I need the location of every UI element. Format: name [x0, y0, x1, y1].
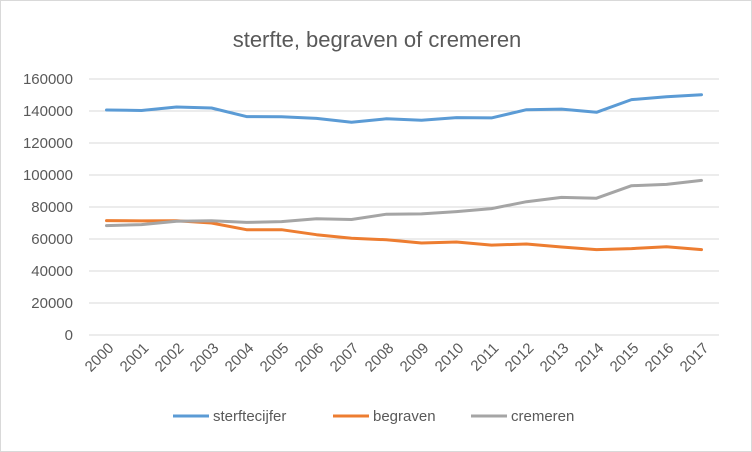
- x-tick-label: 2017: [677, 340, 713, 376]
- y-tick-label: 20000: [31, 295, 73, 312]
- x-tick-label: 2009: [397, 340, 433, 376]
- x-tick-label: 2003: [187, 340, 223, 376]
- x-tick-label: 2015: [607, 340, 643, 376]
- legend-label: cremeren: [511, 408, 574, 425]
- legend: sterftecijfer begraven cremeren: [173, 408, 574, 425]
- series-line-begraven: [105, 219, 703, 252]
- y-tick-label: 140000: [23, 103, 73, 120]
- y-tick-label: 160000: [23, 71, 73, 88]
- legend-label: sterftecijfer: [213, 408, 286, 425]
- x-tick-label: 2012: [502, 340, 538, 376]
- y-tick-label: 0: [65, 327, 73, 344]
- y-tick-label: 120000: [23, 135, 73, 152]
- x-tick-label: 2001: [117, 340, 153, 376]
- x-axis: 2000 2001 2002 2003 2004 2005 2006 2007 2008 2009…: [82, 340, 713, 376]
- x-tick-label: 2002: [152, 340, 188, 376]
- chart-title: sterfte, begraven of cremeren: [233, 27, 522, 52]
- series-line-cremeren: [105, 178, 703, 228]
- series-line-sterftecijfer: [105, 93, 703, 124]
- x-tick-label: 2010: [432, 340, 468, 376]
- y-tick-label: 60000: [31, 231, 73, 248]
- x-tick-label: 2014: [572, 340, 608, 376]
- x-tick-label: 2004: [222, 340, 258, 376]
- y-axis: 0 20000 40000 60000 80000 100000 120000 140000 1…: [23, 71, 73, 344]
- legend-label: begraven: [373, 408, 436, 425]
- x-tick-label: 2016: [642, 340, 678, 376]
- y-tick-label: 100000: [23, 167, 73, 184]
- series-lines: [105, 93, 703, 252]
- y-tick-label: 40000: [31, 263, 73, 280]
- gridlines: [89, 78, 719, 336]
- x-tick-label: 2000: [82, 340, 118, 376]
- x-tick-label: 2006: [292, 340, 328, 376]
- y-tick-label: 80000: [31, 199, 73, 216]
- x-tick-label: 2008: [362, 340, 398, 376]
- x-tick-label: 2007: [327, 340, 363, 376]
- x-tick-label: 2013: [537, 340, 573, 376]
- x-tick-label: 2005: [257, 340, 293, 376]
- x-tick-label: 2011: [467, 340, 502, 375]
